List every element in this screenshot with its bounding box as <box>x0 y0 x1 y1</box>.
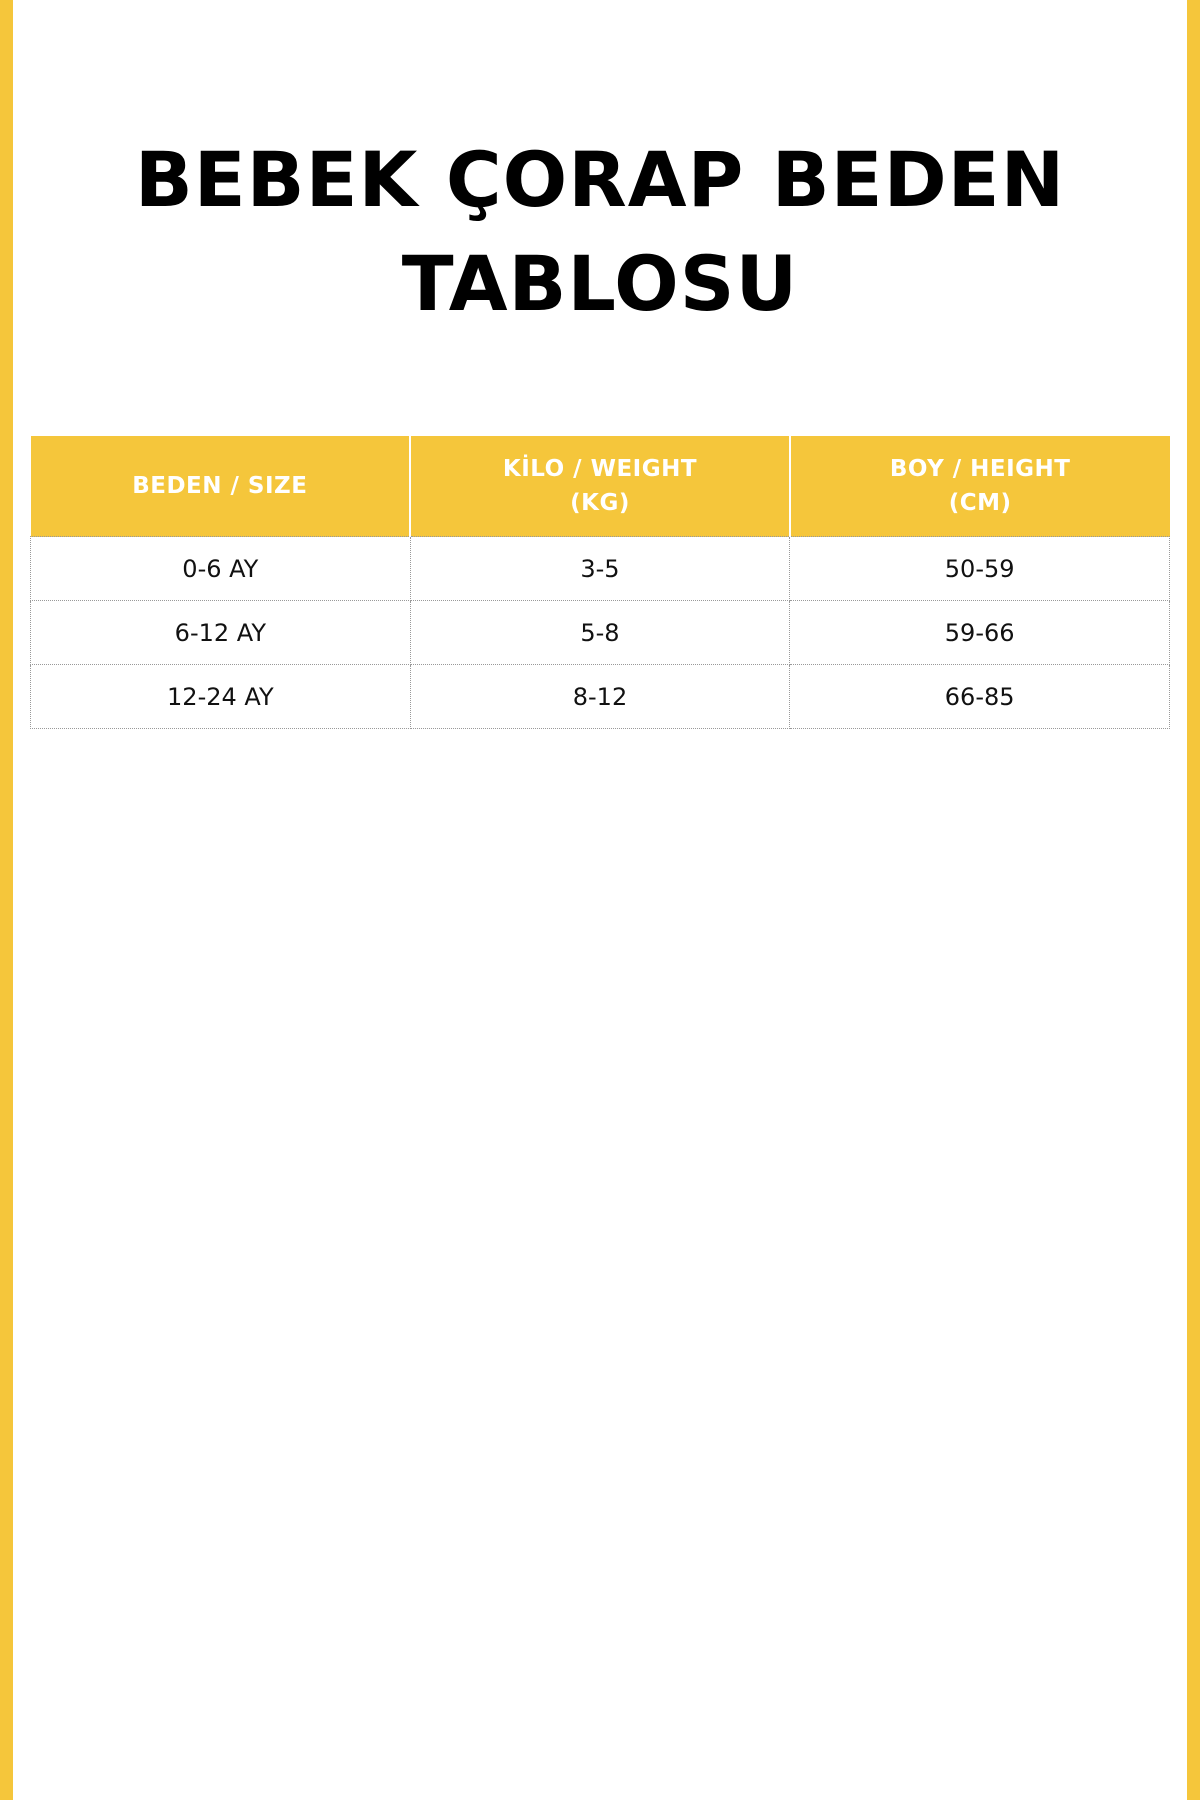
header-height: BOY / HEIGHT (CM) <box>789 436 1170 537</box>
cell-weight: 3-5 <box>409 536 791 601</box>
cell-height: 50-59 <box>789 536 1170 601</box>
cell-weight: 8-12 <box>409 664 791 729</box>
header-weight-label: KİLO / WEIGHT <box>502 456 698 482</box>
cell-height: 59-66 <box>789 600 1170 665</box>
header-row: BEDEN / SIZE KİLO / WEIGHT (KG) BOY / HEI… <box>30 436 1170 537</box>
header-size-label: BEDEN / SIZE <box>132 473 308 499</box>
cell-size: 0-6 AY <box>30 536 411 601</box>
cell-size: 12-24 AY <box>30 664 411 729</box>
header-weight: KİLO / WEIGHT (KG) <box>410 436 791 537</box>
header-size: BEDEN / SIZE <box>30 436 412 537</box>
table-row: 12-24 AY 8-12 66-85 <box>30 664 1170 729</box>
size-table: BEDEN / SIZE KİLO / WEIGHT (KG) BOY / HEI… <box>30 436 1170 729</box>
header-height-unit: (CM) <box>948 490 1012 516</box>
cell-size: 6-12 AY <box>30 600 411 665</box>
cell-height: 66-85 <box>789 664 1170 729</box>
header-weight-unit: (KG) <box>570 490 630 516</box>
table-row: 6-12 AY 5-8 59-66 <box>30 600 1170 665</box>
page-title: BEBEK ÇORAP BEDEN TABLOSU <box>0 128 1200 336</box>
table-row: 0-6 AY 3-5 50-59 <box>30 536 1170 601</box>
title-line-1: BEBEK ÇORAP BEDEN <box>134 135 1066 224</box>
left-border-stripe <box>0 0 13 1800</box>
cell-weight: 5-8 <box>409 600 791 665</box>
header-height-label: BOY / HEIGHT <box>889 456 1071 482</box>
right-border-stripe <box>1187 0 1200 1800</box>
title-line-2: TABLOSU <box>401 239 799 328</box>
